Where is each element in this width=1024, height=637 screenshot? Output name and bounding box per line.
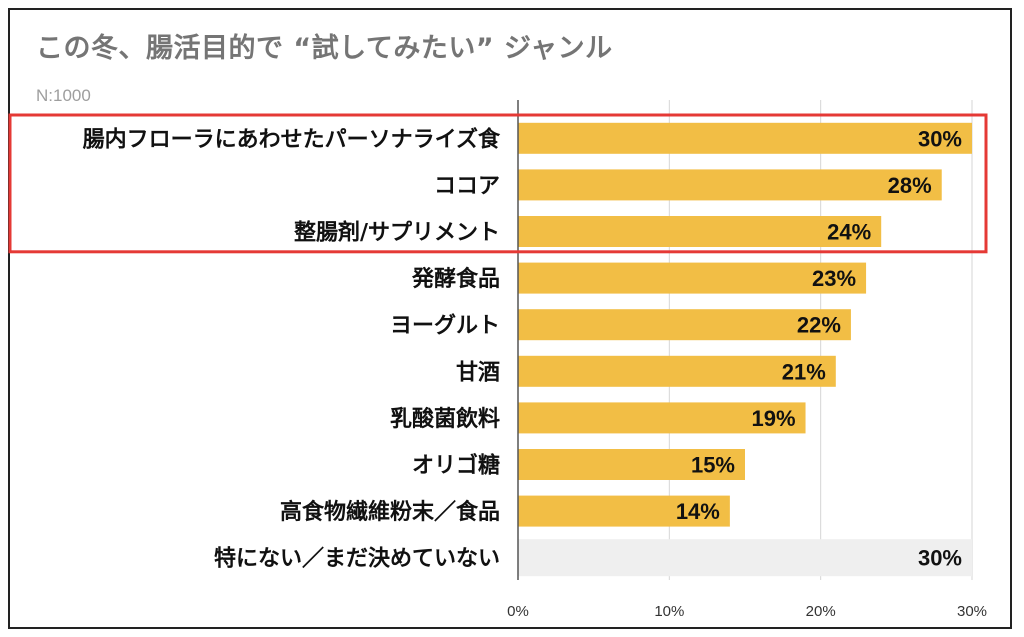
category-label: オリゴ糖 — [412, 453, 500, 479]
bar — [518, 539, 972, 577]
category-label: ヨーグルト — [390, 313, 500, 339]
bar — [518, 122, 972, 154]
bar — [518, 262, 867, 294]
data-label: 30% — [918, 126, 962, 151]
data-label: 21% — [782, 359, 826, 384]
data-label: 22% — [797, 313, 841, 338]
category-label: 発酵食品 — [411, 266, 500, 292]
category-label: ココア — [434, 174, 500, 199]
category-label: 整腸剤/サプリメント — [294, 220, 500, 246]
data-label: 19% — [751, 406, 795, 431]
bar — [518, 449, 745, 480]
category-label: 高食物繊維粉末／食品 — [280, 499, 500, 525]
bar — [518, 169, 942, 201]
category-label: 腸内フローラにあわせたパーソナライズ食 — [83, 126, 501, 152]
sample-size-label: N:1000 — [36, 86, 91, 105]
chart-title: この冬、腸活目的で “試してみたい” ジャンル — [36, 33, 613, 64]
bar — [518, 355, 836, 387]
category-label: 乳酸菌飲料 — [390, 406, 500, 432]
x-tick-label: 0% — [507, 603, 529, 620]
data-label: 24% — [827, 220, 871, 245]
data-label: 30% — [918, 546, 962, 571]
bar — [518, 216, 882, 247]
category-label: 特にない／まだ決めていない — [214, 546, 500, 572]
data-label: 14% — [676, 499, 720, 524]
highlight-box — [8, 113, 988, 254]
x-tick-label: 20% — [806, 603, 836, 620]
bar — [518, 402, 806, 434]
data-label: 15% — [691, 453, 735, 478]
bar — [518, 309, 851, 341]
category-label: 甘酒 — [456, 360, 500, 385]
bar — [518, 495, 730, 527]
data-label: 28% — [888, 173, 932, 198]
data-label: 23% — [812, 266, 856, 291]
x-tick-label: 10% — [654, 603, 684, 620]
x-tick-label: 30% — [957, 603, 987, 620]
